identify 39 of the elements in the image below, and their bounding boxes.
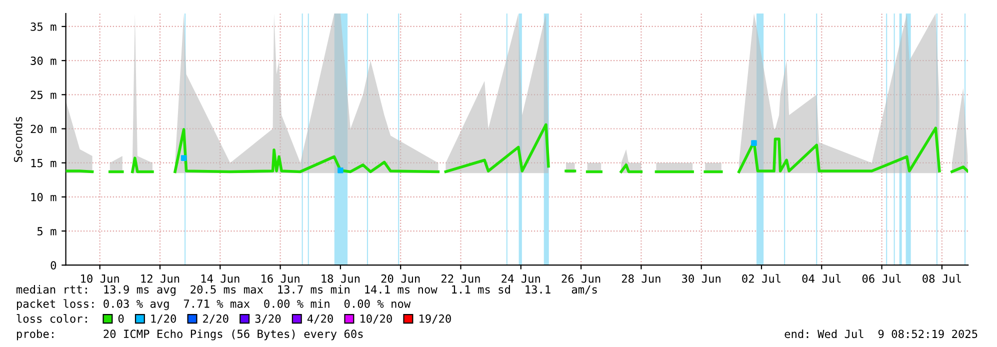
legend-label: 2/20 <box>203 314 228 324</box>
x-tick-label: 24 Jun <box>502 274 540 283</box>
point <box>751 140 757 146</box>
x-tick-label: 28 Jun <box>622 274 660 283</box>
point <box>338 167 344 174</box>
legend-label: 1/20 <box>151 314 176 324</box>
text: median rtt: 13.9 ms avg 20.5 ms max 13.7 ms min 14.1 ms now 1.1 ms sd 13.1 am/s <box>16 285 597 296</box>
x-tick-label: 20 Jun <box>381 274 420 283</box>
y-tick-label: 30 m <box>30 56 56 65</box>
x-tick-label: 06 Jul <box>862 274 901 283</box>
x-tick-label: 02 Jul <box>742 274 780 283</box>
text: probe: 20 ICMP Echo Pings (56 Bytes) every 60s <box>16 329 363 340</box>
legend-label: 0 <box>118 314 124 323</box>
legend-label: 4/20 <box>307 314 333 324</box>
y-tick-label: 15 m <box>31 158 56 168</box>
x-tick-label: 08 Jul <box>922 274 961 283</box>
text: packet loss: 0.03 % avg 7.71 % max 0.00 % min 0.00 % now <box>16 299 411 310</box>
y-tick-label: 10 m <box>31 192 56 202</box>
point <box>180 155 187 161</box>
legend-label: 10/20 <box>360 314 392 324</box>
text: end: Wed Jul 9 08:52:19 2025 <box>784 329 978 338</box>
x-tick-label: 30 Jun <box>682 274 720 283</box>
x-tick-label: 12 Jun <box>141 274 180 283</box>
y-tick-label: 5 m <box>37 227 56 236</box>
x-tick-label: 14 Jun <box>201 274 240 283</box>
x-tick-label: 18 Jun <box>322 274 360 283</box>
legend-title: loss color: <box>16 314 87 323</box>
y-tick-label: 20 m <box>30 124 56 134</box>
y-tick-label: 35 m <box>30 22 56 31</box>
legend-label: 19/20 <box>420 314 451 324</box>
legend-label: 3/20 <box>255 314 281 324</box>
x-tick-label: 26 Jun <box>562 274 600 283</box>
y-tick-label: 0 <box>50 261 56 270</box>
y-axis-title: Seconds <box>14 117 22 162</box>
x-tick-label: 10 Jun <box>81 274 119 283</box>
x-tick-label: 04 Jul <box>802 274 841 283</box>
x-tick-label: 22 Jun <box>442 274 480 283</box>
y-tick-label: 25 m <box>30 90 56 100</box>
x-tick-label: 16 Jun <box>262 274 300 283</box>
